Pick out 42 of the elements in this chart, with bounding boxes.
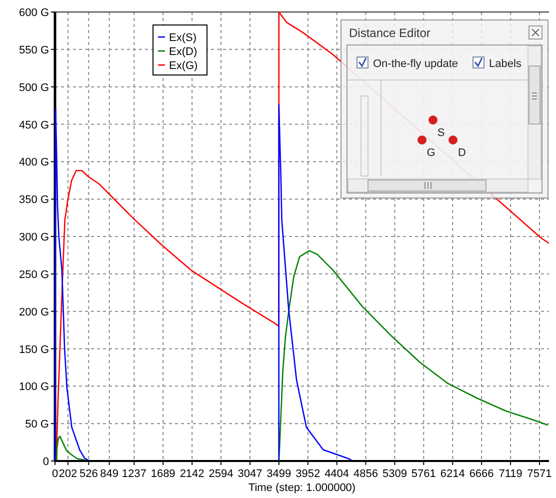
x-tick-label: 4856 — [353, 468, 378, 480]
x-tick-label: 3952 — [296, 468, 320, 480]
x-tick-label: 1689 — [150, 468, 176, 480]
x-tick-label: 3499 — [266, 468, 292, 480]
y-tick-label: 350 G — [19, 194, 49, 206]
x-tick-label: 6666 — [469, 468, 494, 480]
y-tick-label: 200 G — [19, 306, 49, 318]
legend-label: Ex(S) — [169, 32, 196, 44]
y-tick-label: 0 — [42, 456, 49, 468]
x-tick-label: 4404 — [324, 468, 350, 480]
annotation: Distance Editor — [349, 26, 430, 40]
x-tick-label: 3047 — [238, 468, 262, 480]
annotation: D — [458, 147, 466, 159]
annotation: G — [426, 147, 436, 159]
x-tick-label: 2142 — [180, 468, 204, 480]
x-tick-label: 0 — [52, 468, 58, 480]
y-tick-label: 250 G — [19, 268, 49, 281]
x-tick-label: 5309 — [382, 468, 407, 480]
x-tick-label: 202 — [58, 468, 78, 480]
y-tick-label: 500 G — [19, 82, 49, 94]
y-tick-label: 300 G — [19, 232, 49, 244]
x-tick-label: 6214 — [440, 468, 465, 480]
x-tick-label: 7119 — [498, 468, 522, 480]
y-tick-label: 400 G — [19, 156, 49, 169]
x-tick-label: 1237 — [122, 468, 146, 480]
x-tick-label: 5761 — [411, 468, 436, 480]
y-tick-label: 50 G — [25, 418, 49, 431]
legend-label: Ex(G) — [169, 60, 198, 72]
x-axis-title: Time (step: 1.000000) — [248, 482, 356, 494]
y-tick-label: 450 G — [19, 119, 49, 132]
y-tick-label: 550 G — [19, 44, 49, 56]
y-tick-label: 100 G — [19, 381, 49, 394]
y-tick-label: 600 G — [19, 7, 49, 19]
x-tick-label: 526 — [79, 468, 98, 480]
annotation: Labels — [489, 58, 522, 70]
annotation: S — [437, 127, 445, 139]
legend-label: Ex(D) — [169, 46, 198, 58]
x-tick-label: 2594 — [208, 468, 234, 480]
x-tick-label: 849 — [100, 468, 119, 480]
y-tick-label: 150 G — [19, 344, 49, 356]
x-tick-label: 7571 — [527, 468, 552, 480]
annotation: On-the-fly update — [373, 58, 458, 70]
